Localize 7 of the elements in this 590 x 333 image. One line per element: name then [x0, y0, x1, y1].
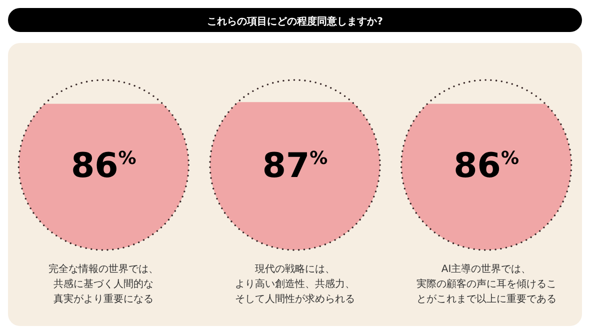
category-label: 現代の戦略には、より高い創造性、共感力、そして人間性が求められる [235, 263, 355, 305]
data-label: 87$^{%}$ [262, 146, 328, 186]
category-label: AI主導の世界では、実際の顧客の声に耳を傾けることがこれまで以上に重要である [416, 263, 556, 305]
data-label: 86$^{%}$ [70, 146, 136, 186]
data-label: 86$^{%}$ [454, 146, 520, 186]
text: これらの項目にどの程度同意しますか? [207, 16, 384, 28]
category-label: 完全な情報の世界では、共感に基づく人間的な真実がより重要になる [48, 263, 159, 305]
